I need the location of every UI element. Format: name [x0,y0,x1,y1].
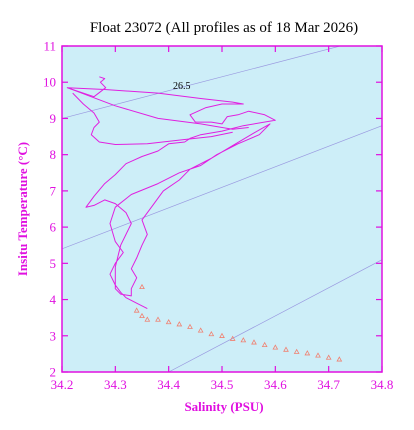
plot-area [62,46,382,372]
deep-marker-13 [240,337,247,343]
x-axis-ticks: 34.2 34.3 34.4 34.5 34.6 34.7 34.8 [51,46,394,392]
deep-marker-21 [325,354,332,360]
deep-marker-22 [336,356,343,362]
x-tick-label: 34.7 [317,377,340,392]
x-tick-label: 34.5 [211,377,234,392]
deep-marker-8 [187,323,193,329]
isopycnal-line-2 [62,125,382,250]
deep-marker-7 [176,321,183,327]
deep-marker-2 [133,307,140,313]
y-tick-label: 5 [50,256,57,271]
deep-marker-17 [283,346,289,352]
y-tick-label: 10 [43,75,56,90]
deep-marker-19 [304,350,311,356]
deep-marker-4 [144,316,151,322]
deep-marker-15 [261,341,268,347]
deep-marker-10 [208,330,215,337]
isopycnal-line-3 [168,259,382,372]
x-tick-label: 34.3 [104,377,127,392]
y-tick-label: 11 [43,39,56,54]
profile-line-1 [66,76,276,310]
deep-marker-18 [293,348,300,354]
series-layer [66,76,276,310]
x-tick-label: 34.8 [371,377,394,392]
y-tick-label: 6 [50,220,57,235]
y-tick-label: 7 [50,183,57,198]
profile-line-3 [72,92,233,145]
deep-marker-1 [139,283,145,290]
y-tick-label: 8 [50,147,57,162]
x-tick-label: 34.2 [51,377,74,392]
y-tick-label: 2 [50,365,57,380]
deep-marker-3 [139,312,145,319]
deep-marker-20 [315,352,321,358]
deep-marker-9 [197,327,204,333]
y-tick-label: 9 [50,111,57,126]
y-axis-label: Insitu Temperature (°C) [15,142,30,276]
deep-marker-14 [251,339,257,345]
x-axis-label: Salinity (PSU) [184,399,263,414]
isopycnal-label: 26.5 [173,81,191,92]
deep-marker-5 [155,316,161,322]
deep-marker-11 [219,332,225,338]
deep-marker-16 [272,344,279,350]
y-tick-label: 3 [50,328,57,343]
deep-marker-layer [133,283,343,362]
chart-title: Float 23072 (All profiles as of 18 Mar 2… [90,20,358,36]
y-tick-label: 4 [50,292,57,307]
y-axis-ticks: 2 3 4 5 6 7 8 9 10 11 [43,39,382,380]
x-tick-label: 34.4 [157,377,180,392]
x-tick-label: 34.6 [264,377,287,392]
deep-marker-6 [165,318,172,325]
deep-marker-12 [229,335,236,341]
profile-line-2 [67,87,249,130]
